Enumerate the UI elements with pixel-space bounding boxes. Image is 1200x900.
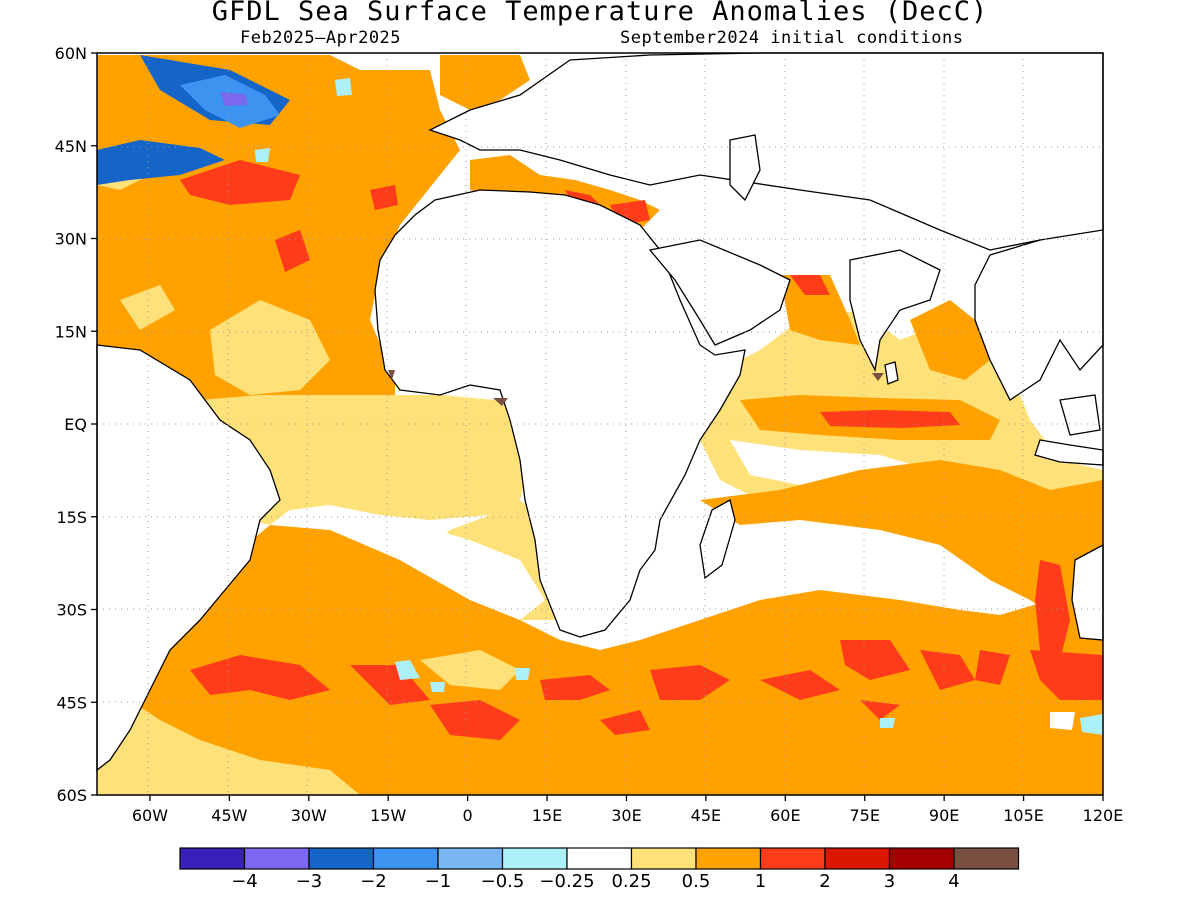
colorbar-swatch bbox=[953, 847, 1020, 870]
lat-tick-label: 30S bbox=[56, 601, 87, 620]
colorbar-label: 0.25 bbox=[611, 871, 651, 892]
colorbar-label: −4 bbox=[231, 871, 258, 892]
latitude-axis: 60N 45N 30N 15N EQ 15S 30S 45S 60S bbox=[55, 44, 97, 805]
colorbar-labels: −4 −3 −2 −1 −0.5 −0.25 0.25 0.5 1 2 3 4 bbox=[231, 871, 960, 892]
colorbar-label: 4 bbox=[948, 871, 959, 892]
lon-tick-label: 45W bbox=[211, 806, 247, 825]
arabian-sea-red bbox=[790, 275, 830, 295]
graticule bbox=[97, 53, 1103, 795]
colorbar-swatch bbox=[179, 847, 246, 870]
colorbar-label: 0.5 bbox=[682, 871, 711, 892]
colorbar-swatch bbox=[630, 847, 697, 870]
south-atlantic-yellow-band bbox=[97, 650, 520, 795]
colorbar-label: −1 bbox=[425, 871, 452, 892]
southern-indian-red-band bbox=[760, 640, 1010, 720]
colorbar-swatch bbox=[824, 847, 891, 870]
lon-tick-label: 0 bbox=[463, 806, 473, 825]
colorbar-label: 3 bbox=[884, 871, 895, 892]
south-indian-white-band bbox=[730, 440, 960, 600]
caspian-sea bbox=[729, 134, 761, 202]
colorbar-swatch bbox=[437, 847, 504, 870]
colorbar-label: 2 bbox=[819, 871, 830, 892]
south-atlantic-orange bbox=[97, 525, 1103, 795]
south-atlantic-cyan-spots bbox=[395, 660, 530, 692]
lat-tick-label: 45N bbox=[55, 137, 87, 156]
lat-tick-label: EQ bbox=[64, 415, 87, 434]
colorbar-label: −0.25 bbox=[539, 871, 594, 892]
lon-tick-label: 15E bbox=[532, 806, 562, 825]
north-atlantic-orange-region bbox=[97, 55, 460, 420]
madagascar bbox=[699, 499, 736, 580]
colorbar-label: −3 bbox=[296, 871, 323, 892]
longitude-axis: 60W 45W 30W 15W 0 15E 30E 45E 60E 75E 90E 105E 120E bbox=[132, 795, 1123, 825]
colorbar-label: −2 bbox=[360, 871, 387, 892]
southern-indian-white-patch bbox=[1050, 712, 1075, 730]
colorbar-swatch bbox=[888, 847, 955, 870]
lon-tick-label: 120E bbox=[1083, 806, 1124, 825]
africa-continent bbox=[374, 189, 746, 638]
colorbar-swatch bbox=[566, 847, 633, 870]
lon-tick-label: 15W bbox=[370, 806, 406, 825]
initial-conditions: September2024 initial conditions bbox=[620, 28, 964, 48]
lat-tick-label: 60S bbox=[56, 786, 87, 805]
colorbar-label: 1 bbox=[755, 871, 766, 892]
land-masses bbox=[96, 52, 1104, 772]
forecast-period: Feb2025–Apr2025 bbox=[240, 28, 402, 48]
equatorial-indian-red bbox=[820, 410, 960, 428]
lon-tick-label: 45E bbox=[691, 806, 721, 825]
europe-landmass bbox=[428, 52, 1104, 251]
lat-tick-label: 15S bbox=[56, 508, 87, 527]
north-atlantic-yellow-patches bbox=[97, 150, 330, 395]
tropical-atlantic-yellow bbox=[200, 395, 530, 525]
colorbar-swatch bbox=[243, 847, 310, 870]
lon-tick-label: 90E bbox=[929, 806, 959, 825]
north-atlantic-red-patches bbox=[180, 160, 398, 272]
lon-tick-label: 75E bbox=[850, 806, 880, 825]
northeast-atlantic-orange bbox=[440, 55, 530, 110]
australia-west bbox=[1071, 543, 1104, 641]
colorbar-swatch bbox=[759, 847, 826, 870]
lon-tick-label: 60W bbox=[132, 806, 168, 825]
south-atlantic-red-band bbox=[190, 655, 730, 740]
arabian-peninsula bbox=[648, 239, 791, 346]
lat-tick-label: 45S bbox=[56, 693, 87, 712]
colorbar-swatch bbox=[372, 847, 439, 870]
bay-of-bengal-orange bbox=[910, 300, 990, 380]
southeast-indian-orange bbox=[700, 460, 1103, 620]
sri-lanka bbox=[884, 361, 899, 385]
lon-tick-label: 30E bbox=[611, 806, 641, 825]
arabian-sea-orange bbox=[780, 275, 860, 345]
north-atlantic-purple-spot bbox=[220, 92, 248, 106]
lat-tick-label: 15N bbox=[55, 322, 87, 341]
lon-tick-label: 105E bbox=[1003, 806, 1044, 825]
colorbar bbox=[179, 847, 1020, 870]
north-atlantic-cyan-spots bbox=[255, 78, 352, 162]
lon-tick-label: 60E bbox=[770, 806, 800, 825]
lat-tick-label: 60N bbox=[55, 44, 87, 63]
lat-tick-label: 30N bbox=[55, 230, 87, 249]
colorbar-swatch bbox=[695, 847, 762, 870]
brown-high-anomaly-spots bbox=[388, 370, 884, 406]
colorbar-swatch bbox=[308, 847, 375, 870]
colorbar-label: −0.5 bbox=[481, 871, 525, 892]
south-atlantic-white-band bbox=[330, 520, 545, 620]
colorbar-swatch bbox=[501, 847, 568, 870]
lon-tick-label: 30W bbox=[291, 806, 327, 825]
map-title: GFDL Sea Surface Temperature Anomalies (… bbox=[211, 0, 989, 27]
south-america-east bbox=[96, 344, 281, 772]
west-australia-red bbox=[1030, 560, 1103, 700]
indian-subcontinent bbox=[849, 249, 941, 373]
